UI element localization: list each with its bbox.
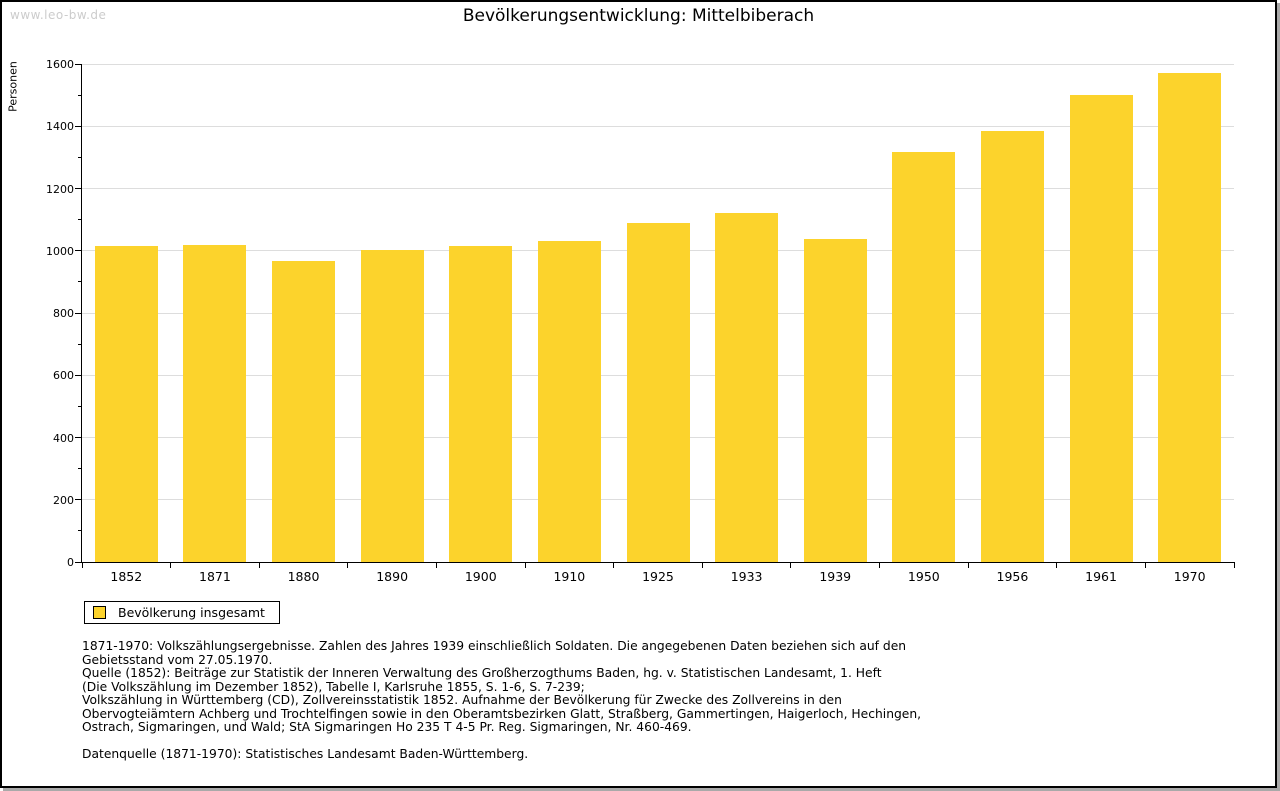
y-axis-minor-tick [78, 468, 82, 470]
footnote-line: Ostrach, Sigmaringen, und Wald; StA Sigm… [82, 720, 692, 734]
x-tick-label: 1933 [730, 569, 763, 584]
x-tick-label: 1852 [110, 569, 143, 584]
y-axis-tick [75, 188, 82, 189]
x-axis-tick [1233, 562, 1235, 568]
x-axis-tick [613, 562, 615, 568]
x-tick-label: 1900 [464, 569, 497, 584]
x-tick-label: 1956 [996, 569, 1029, 584]
x-tick-label: 1890 [376, 569, 409, 584]
x-axis-tick [170, 562, 172, 568]
x-tick-label: 1910 [553, 569, 586, 584]
y-axis-line [81, 64, 82, 563]
bar-1939 [803, 238, 867, 562]
y-tick-label: 200 [53, 493, 74, 507]
y-tick-label: 1600 [46, 58, 74, 71]
bar-1933 [715, 212, 779, 562]
chart-title: Bevölkerungsentwicklung: Mittelbiberach [462, 6, 815, 26]
x-axis-tick [347, 562, 349, 568]
bar-1890 [360, 249, 424, 562]
x-tick-label: 1925 [642, 569, 674, 584]
y-axis-minor-tick [78, 156, 82, 158]
x-tick-label: 1871 [199, 569, 231, 584]
x-axis-tick [701, 562, 703, 568]
y-axis-tick [75, 437, 82, 438]
footnote-line: Obervogteiämtern Achberg und Trochtelfin… [82, 706, 922, 721]
y-tick-label: 1400 [46, 120, 74, 134]
legend-label: Bevölkerung insgesamt [118, 605, 265, 620]
y-axis-tick [75, 561, 82, 563]
datasource-line: Datenquelle (1871-1970): Statistisches L… [82, 747, 529, 761]
y-axis-minor-tick [78, 530, 82, 532]
y-tick-label: 1200 [46, 182, 74, 196]
y-axis-minor-tick [78, 94, 82, 96]
y-axis-minor-tick [78, 219, 82, 221]
gridline [82, 188, 1234, 189]
x-tick-label: 1939 [819, 569, 852, 584]
x-tick-label: 1961 [1085, 569, 1117, 584]
y-tick-label: 400 [53, 431, 74, 445]
gridline [82, 63, 1234, 65]
gridline [82, 125, 1234, 127]
bar-1900 [449, 245, 513, 562]
x-tick-label: 1880 [287, 569, 320, 584]
x-axis-tick [1056, 562, 1058, 568]
y-axis-tick [75, 374, 82, 376]
footnotes: 1871-1970: Volkszählungsergebnisse. Zahl… [82, 639, 1232, 735]
x-axis-tick [790, 562, 792, 568]
bar-1910 [537, 240, 601, 562]
y-axis-minor-tick [78, 343, 82, 345]
bar-1970 [1158, 73, 1222, 562]
y-axis-tick [75, 63, 82, 65]
x-axis-tick [1144, 562, 1146, 568]
x-tick-label: 1970 [1173, 569, 1206, 584]
bar-1852 [94, 246, 158, 562]
y-tick-label: 600 [53, 369, 74, 383]
footnote-line: 1871-1970: Volkszählungsergebnisse. Zahl… [82, 639, 907, 653]
footnote-line: Quelle (1852): Beiträge zur Statistik de… [82, 666, 882, 680]
footnote-line: Volkszählung in Württemberg (CD), Zollve… [82, 693, 842, 707]
y-tick-label: 0 [67, 556, 74, 569]
bar-1880 [272, 261, 336, 562]
bar-1925 [626, 222, 690, 562]
x-axis-line [81, 562, 1234, 563]
legend: Bevölkerung insgesamt [84, 601, 280, 624]
y-axis-tick [75, 499, 82, 501]
y-axis-minor-tick [78, 405, 82, 407]
x-axis-tick [879, 562, 881, 568]
watermark: www.leo-bw.de [10, 8, 107, 22]
x-axis-tick [967, 562, 969, 568]
y-tick-label: 800 [53, 307, 74, 320]
y-axis-tick [75, 125, 82, 127]
x-axis-tick [435, 562, 437, 568]
x-axis-tick [81, 562, 83, 568]
bar-1871 [183, 245, 247, 562]
y-tick-label: 1000 [46, 244, 74, 258]
x-axis-tick [524, 562, 526, 568]
x-tick-label: 1950 [907, 569, 940, 584]
legend-swatch [93, 606, 106, 619]
y-axis-tick [75, 312, 82, 314]
footnote-line: Gebietsstand vom 27.05.1970. [82, 652, 273, 667]
y-axis-tick [75, 250, 82, 252]
bar-1950 [892, 151, 956, 562]
y-axis-minor-tick [78, 281, 82, 283]
bar-1961 [1069, 95, 1133, 562]
bar-1956 [980, 130, 1044, 562]
footnote-line: (Die Volkszählung im Dezember 1852), Tab… [82, 679, 585, 694]
x-axis-tick [258, 562, 260, 568]
